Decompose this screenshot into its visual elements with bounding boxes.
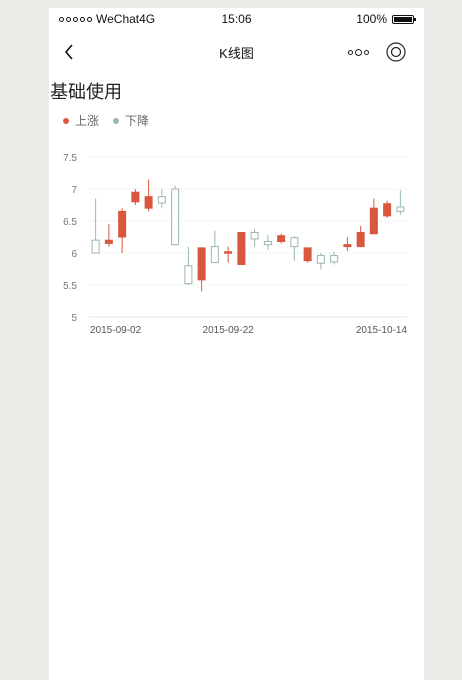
candle-body <box>278 236 285 242</box>
target-close-icon[interactable] <box>382 38 410 66</box>
legend-item-up[interactable]: 上涨 <box>63 112 99 129</box>
navigation-bar: K线图 <box>49 32 424 72</box>
candle-body <box>397 207 404 211</box>
candle-body <box>291 238 298 247</box>
candle-body <box>119 211 126 237</box>
candle-body <box>304 248 311 261</box>
legend-label-up: 上涨 <box>75 112 99 129</box>
page-title: 基础使用 <box>50 78 122 104</box>
candle-body <box>370 208 377 234</box>
candle-body <box>172 189 179 245</box>
x-tick-label: 2015-09-02 <box>90 325 142 336</box>
candle-body <box>357 233 364 247</box>
legend-item-down[interactable]: 下降 <box>113 112 149 129</box>
x-tick-label: 2015-10-14 <box>356 325 408 336</box>
status-bar: WeChat4G 15:06 100% <box>49 8 424 30</box>
candlestick-chart[interactable]: 7.5 7 6.5 6 5.5 5 2015-09-02 2015-09-22 2015-10-… <box>49 148 424 348</box>
battery-percent: 100% <box>356 12 387 26</box>
candle-body <box>132 192 139 202</box>
legend-label-down: 下降 <box>125 112 149 129</box>
candle-body <box>331 256 338 262</box>
candle-body <box>264 241 271 244</box>
legend-dot-down <box>113 118 119 124</box>
candle-body <box>158 197 165 203</box>
menu-capsule <box>332 38 416 66</box>
candle-body <box>92 240 99 253</box>
legend-dot-up <box>63 118 69 124</box>
x-tick-label: 2015-09-22 <box>203 325 255 336</box>
y-tick-label: 7.5 <box>63 153 77 164</box>
y-tick-label: 6.5 <box>63 217 77 228</box>
candle-body <box>105 240 112 243</box>
candle-body <box>145 197 152 209</box>
candle-body <box>251 233 258 239</box>
battery-icon <box>392 15 414 24</box>
battery-status: 100% <box>356 12 414 26</box>
candle-body <box>225 252 232 254</box>
y-tick-label: 7 <box>71 185 77 196</box>
candle-body <box>344 245 351 247</box>
chart-legend: 上涨 下降 <box>63 112 149 129</box>
candle-body <box>317 256 324 264</box>
candle-body <box>384 204 391 216</box>
more-dots-icon[interactable] <box>338 38 378 66</box>
phone-screen: WeChat4G 15:06 100% K线图 基础使用 <box>49 8 424 680</box>
candle-body <box>198 248 205 280</box>
y-tick-label: 5.5 <box>63 281 77 292</box>
candle-body <box>185 266 192 284</box>
candle-body <box>211 247 218 263</box>
candle-body <box>238 233 245 265</box>
y-tick-label: 5 <box>71 313 77 324</box>
y-tick-label: 6 <box>71 249 77 260</box>
